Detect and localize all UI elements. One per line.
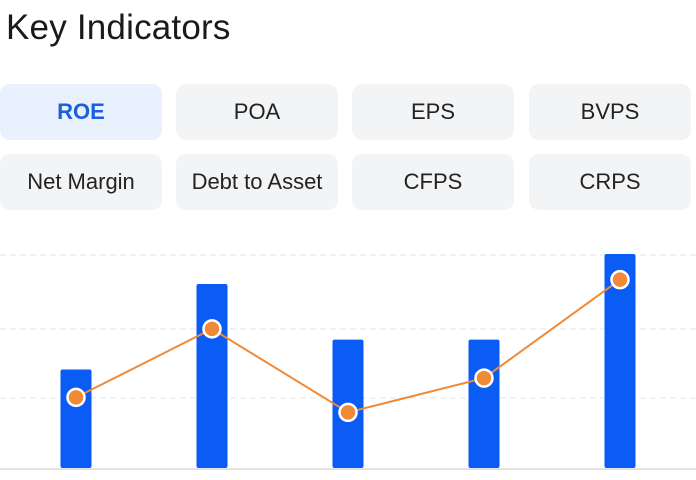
tab-bvps[interactable]: BVPS [529, 84, 691, 140]
line-point-1 [202, 319, 222, 339]
tab-poa[interactable]: POA [176, 84, 338, 140]
chart-points [66, 269, 630, 423]
tab-roe[interactable]: ROE [0, 84, 162, 140]
line-point-3 [474, 368, 494, 388]
bar-4 [604, 254, 636, 468]
bar-1 [196, 283, 228, 468]
indicator-chart [0, 254, 696, 470]
line-point-0 [66, 387, 86, 408]
tab-cfps[interactable]: CFPS [352, 154, 514, 210]
tab-crps[interactable]: CRPS [529, 154, 691, 210]
tab-eps[interactable]: EPS [352, 84, 514, 140]
indicator-tabs: ROE POA EPS BVPS Net Margin Debt to Asse… [0, 84, 696, 214]
bar-0 [60, 369, 92, 468]
tab-net-margin[interactable]: Net Margin [0, 154, 162, 210]
chart-grid [0, 254, 696, 470]
line-point-4 [610, 269, 630, 290]
page-title: Key Indicators [6, 8, 231, 47]
bar-3 [468, 339, 500, 468]
line-point-2 [338, 402, 358, 423]
tab-debt-to-asset[interactable]: Debt to Asset [176, 154, 338, 210]
